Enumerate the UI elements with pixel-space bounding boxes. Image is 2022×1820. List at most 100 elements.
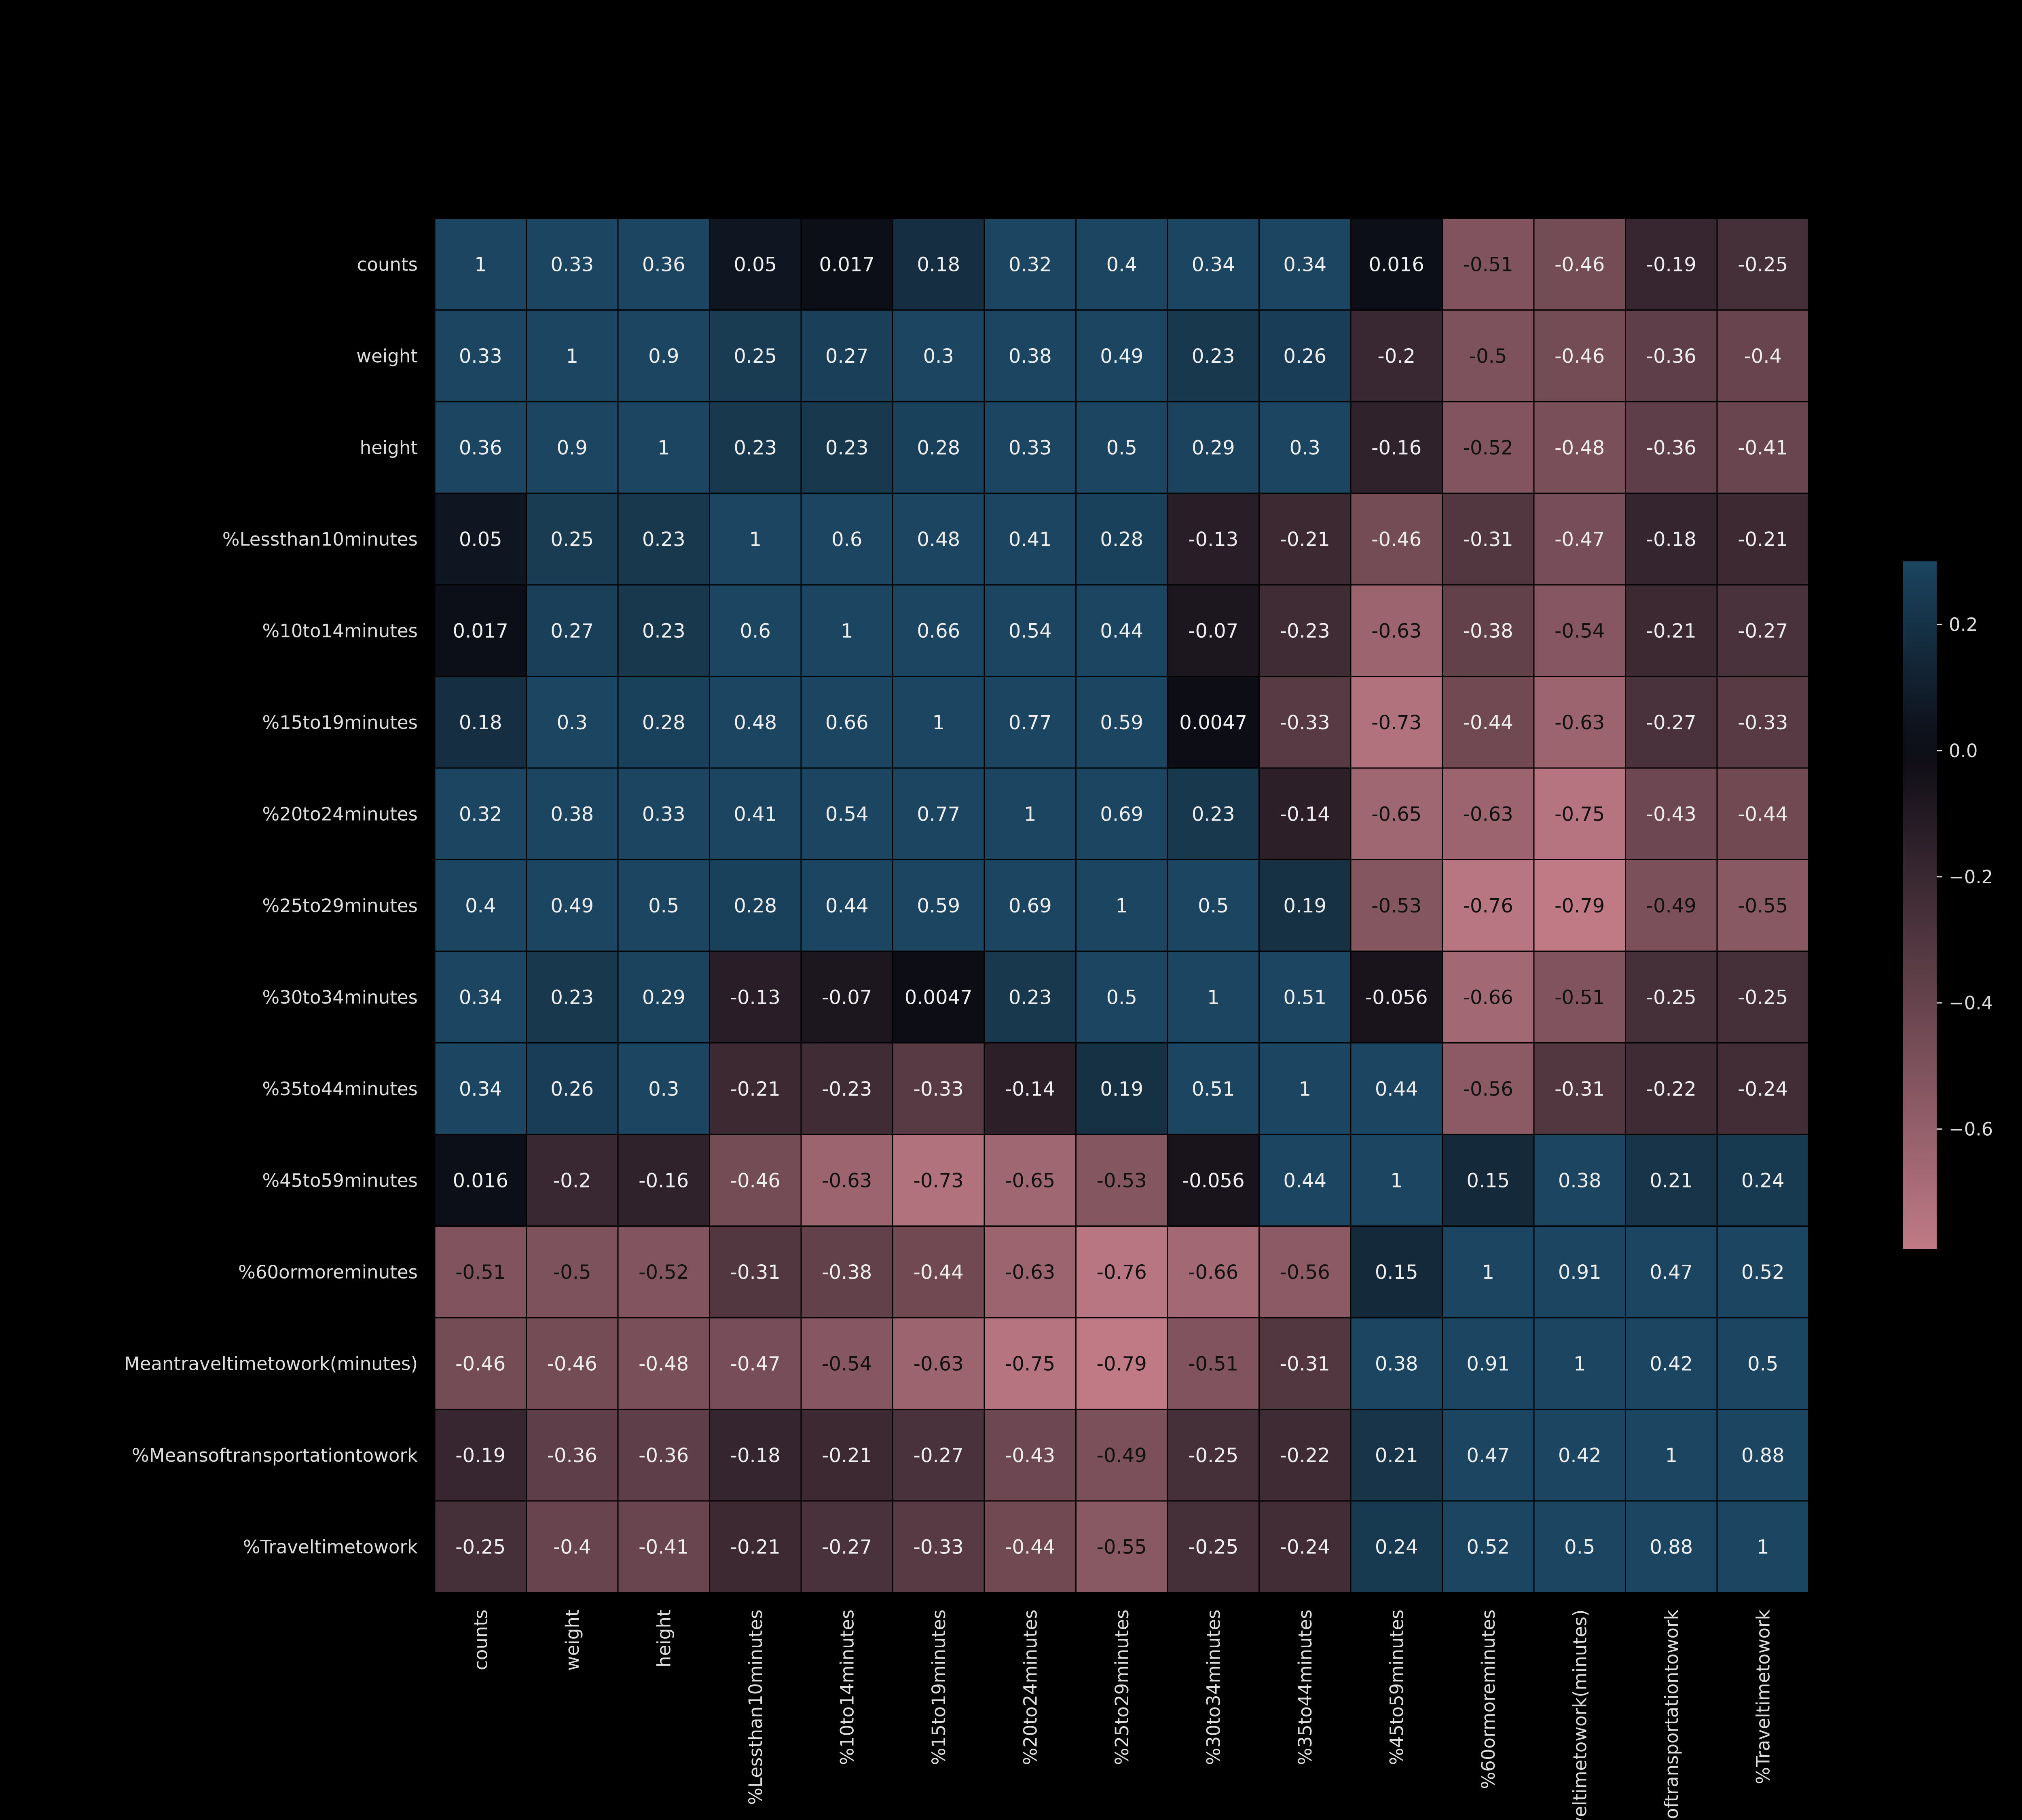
cell-value-label: 0.21 <box>1375 1444 1418 1467</box>
row-label: %Lessthan10minutes <box>222 529 418 550</box>
cell-value-label: -0.21 <box>730 1078 780 1100</box>
cell-value-label: 0.38 <box>1375 1352 1418 1375</box>
heatmap-cell <box>709 584 802 677</box>
cell-value-label: 1 <box>658 436 670 459</box>
cell-value-label: -0.25 <box>1188 1444 1238 1467</box>
cell-value-label: 0.23 <box>1192 345 1235 368</box>
column-label: counts <box>470 1610 491 1670</box>
row-label: %25to29minutes <box>262 895 418 916</box>
cell-value-label: 0.54 <box>1009 620 1052 642</box>
cell-value-label: 0.27 <box>550 620 594 642</box>
cell-value-label: -0.46 <box>455 1352 506 1375</box>
cell-value-label: -0.73 <box>914 1169 964 1192</box>
cell-value-label: -0.46 <box>1371 528 1421 551</box>
cell-value-label: -0.5 <box>553 1261 591 1284</box>
heatmap-cell <box>800 218 893 311</box>
cell-value-label: 0.24 <box>1375 1536 1418 1558</box>
heatmap-cell <box>1442 1317 1535 1410</box>
heatmap-cell <box>526 309 619 402</box>
heatmap-cell <box>1075 676 1168 769</box>
heatmap-cell <box>984 401 1077 494</box>
cell-value-label: -0.66 <box>1463 986 1513 1009</box>
row-label: weight <box>356 345 418 367</box>
heatmap-cell <box>1350 1134 1443 1227</box>
heatmap-cell <box>1075 218 1168 311</box>
cell-value-label: 0.15 <box>1375 1261 1418 1284</box>
cell-value-label: 0.38 <box>1009 345 1052 368</box>
cell-value-label: -0.76 <box>1463 895 1513 917</box>
heatmap-cell <box>1716 584 1809 677</box>
heatmap-cell <box>984 584 1077 677</box>
heatmap-cell <box>1442 584 1535 677</box>
cell-value-label: -0.47 <box>730 1352 780 1375</box>
cell-value-label: 0.38 <box>1558 1169 1601 1192</box>
cell-value-label: 0.34 <box>1283 253 1326 276</box>
heatmap-cell <box>892 401 985 494</box>
cell-value-label: 1 <box>841 620 853 642</box>
cell-value-label: -0.31 <box>1463 528 1513 551</box>
cell-value-label: -0.53 <box>1097 1169 1147 1192</box>
heatmap-cell <box>1167 1225 1260 1318</box>
heatmap-cell <box>1350 1225 1443 1318</box>
heatmap-cell <box>1533 401 1626 494</box>
heatmap-cell <box>1167 950 1260 1043</box>
cell-value-label: 1 <box>1024 803 1036 825</box>
cell-value-label: 0.017 <box>453 620 508 642</box>
cell-value-label: 0.18 <box>459 711 502 734</box>
cell-value-label: -0.51 <box>455 1261 506 1284</box>
heatmap-cell <box>984 1409 1077 1502</box>
heatmap-cell <box>1625 1042 1718 1135</box>
cell-value-label: -0.75 <box>1555 803 1605 825</box>
cell-value-label: 0.47 <box>1466 1444 1510 1467</box>
column-label: %Lessthan10minutes <box>745 1610 766 1805</box>
cell-value-label: 0.05 <box>459 528 502 551</box>
column-label: %30to34minutes <box>1203 1610 1224 1765</box>
cell-value-label: -0.44 <box>1005 1536 1055 1558</box>
heatmap-cell <box>1442 767 1535 860</box>
heatmap-cell <box>1533 1409 1626 1502</box>
heatmap-cell <box>526 218 619 311</box>
cell-value-label: 0.3 <box>923 345 954 368</box>
heatmap-cell <box>526 1134 619 1227</box>
cell-value-label: 0.5 <box>648 895 679 917</box>
heatmap-cell <box>709 1134 802 1227</box>
cell-value-label: 0.42 <box>1650 1352 1693 1375</box>
heatmap-cell <box>1075 1317 1168 1410</box>
heatmap-cell <box>709 1409 802 1502</box>
cell-value-label: 0.26 <box>550 1078 594 1100</box>
cell-value-label: -0.48 <box>1555 436 1605 459</box>
heatmap-cell <box>526 859 619 952</box>
heatmap-cell <box>1533 309 1626 402</box>
heatmap-cell <box>1716 401 1809 494</box>
cell-value-label: -0.31 <box>1555 1078 1605 1100</box>
cell-value-label: -0.13 <box>730 986 780 1009</box>
cell-value-label: 0.21 <box>1650 1169 1693 1192</box>
cell-value-label: 0.32 <box>459 803 502 825</box>
heatmap-cell <box>984 309 1077 402</box>
cell-value-label: 0.48 <box>734 711 777 734</box>
cell-value-label: -0.25 <box>1738 253 1788 276</box>
cell-value-label: -0.52 <box>1463 436 1513 459</box>
heatmap-cell <box>1533 1225 1626 1318</box>
cell-value-label: 0.23 <box>734 436 777 459</box>
cell-value-label: 0.05 <box>734 253 777 276</box>
cell-value-label: 1 <box>1299 1078 1311 1100</box>
heatmap-cell <box>984 1042 1077 1135</box>
cell-value-label: 0.3 <box>648 1078 679 1100</box>
cell-value-label: -0.76 <box>1097 1261 1147 1284</box>
heatmap-cell <box>434 1225 527 1318</box>
cell-value-label: -0.5 <box>1469 345 1507 368</box>
heatmap-cell <box>1075 584 1168 677</box>
heatmap-cell <box>1258 218 1352 311</box>
cell-value-label: -0.19 <box>455 1444 506 1467</box>
cell-value-label: -0.21 <box>730 1536 780 1558</box>
heatmap-cell <box>434 676 527 769</box>
heatmap-cell <box>1258 676 1352 769</box>
cell-value-label: -0.16 <box>1371 436 1421 459</box>
cell-value-label: -0.44 <box>914 1261 964 1284</box>
cell-value-label: -0.33 <box>914 1536 964 1558</box>
heatmap-cell <box>892 1500 985 1593</box>
heatmap-cell <box>1625 1409 1718 1502</box>
heatmap-cell <box>617 218 710 311</box>
heatmap-cell <box>1442 401 1535 494</box>
